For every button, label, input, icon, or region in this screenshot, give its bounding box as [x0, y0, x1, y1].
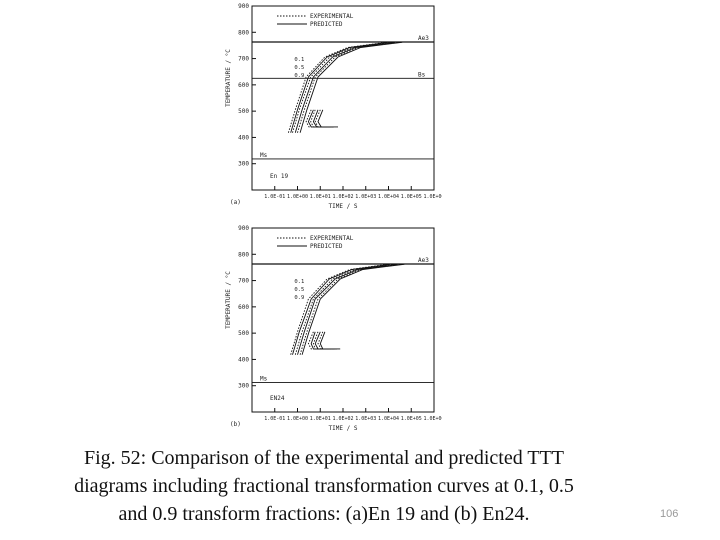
caption-line-1: Fig. 52: Comparison of the experimental … — [83, 447, 565, 469]
legend-label: EXPERIMENTAL — [310, 235, 354, 242]
ttt-curve-predicted-01 — [292, 263, 391, 355]
y-tick-label: 800 — [238, 29, 249, 36]
y-tick-label: 300 — [238, 383, 249, 390]
ttt-chart-en24: 900 800 700 600 500 400 300 1.0E-01 1.0E+00 1.0E+… — [222, 222, 445, 440]
ttt-chart-en19: 900 800 700 600 500 400 300 1.0E-01 1.0E+00 1.0E+… — [222, 0, 445, 218]
caption-line-2: diagrams including fractional transforma… — [74, 475, 574, 497]
page-number: 106 — [660, 508, 679, 520]
y-tick-label: 800 — [238, 251, 249, 258]
y-tick-label: 400 — [238, 356, 249, 363]
legend-label: PREDICTED — [310, 243, 343, 250]
y-tick-label: 500 — [238, 108, 249, 115]
fraction-label: 0.9 — [294, 295, 304, 301]
x-tick-label: 1.0E+05 — [401, 416, 422, 422]
x-tick-label: 1.0E+01 — [310, 416, 331, 422]
reference-line-label: Bs — [418, 71, 426, 78]
x-tick-label: 1.0E+02 — [332, 416, 353, 422]
y-tick-label: 900 — [238, 225, 249, 232]
y-tick-label: 900 — [238, 3, 249, 10]
bainite-curve-experimental-05 — [312, 331, 333, 350]
x-tick-label: 1.0E+05 — [401, 194, 422, 200]
y-tick-label: 500 — [238, 330, 249, 337]
ttt-curve-predicted-09 — [299, 41, 403, 133]
panel-label: (b) — [230, 421, 241, 428]
y-axis-label: TEMPERATURE / °C — [225, 49, 232, 107]
plot-frame — [251, 227, 435, 413]
bainite-curve-predicted-01 — [307, 109, 328, 128]
steel-label: En 19 — [270, 173, 288, 180]
bainite-curve-experimental-01 — [307, 331, 328, 350]
x-tick-label: 1.0E-01 — [264, 194, 285, 200]
x-tick-label: 1.0E+06 — [423, 194, 442, 200]
x-tick-label: 1.0E+03 — [355, 416, 376, 422]
bainite-curve-predicted-09 — [317, 109, 338, 128]
plot-frame — [251, 5, 435, 191]
ttt-curve-experimental-05 — [292, 41, 393, 133]
x-tick-label: 1.0E-01 — [264, 416, 285, 422]
fraction-label: 0.5 — [294, 65, 304, 71]
y-axis-label: TEMPERATURE / °C — [225, 271, 232, 329]
y-tick-label: 700 — [238, 278, 249, 285]
x-tick-label: 1.0E+02 — [332, 194, 353, 200]
x-tick-label: 1.0E+06 — [423, 416, 442, 422]
x-tick-label: 1.0E+00 — [287, 416, 308, 422]
x-tick-label: 1.0E+01 — [310, 194, 331, 200]
bainite-curve-predicted-05 — [314, 331, 336, 350]
bainite-curve-predicted-09 — [319, 331, 341, 350]
fraction-label: 0.5 — [294, 287, 304, 293]
ttt-curve-predicted-09 — [301, 263, 405, 355]
reference-line-label: Ae3 — [418, 257, 429, 264]
fraction-label: 0.1 — [294, 279, 304, 285]
reference-line-label: Ms — [260, 376, 268, 383]
bainite-curve-experimental-09 — [317, 331, 338, 350]
bainite-curve-experimental-01 — [305, 109, 325, 128]
bainite-curve-experimental-09 — [314, 109, 336, 128]
y-tick-label: 600 — [238, 304, 249, 311]
y-tick-label: 700 — [238, 56, 249, 63]
y-tick-label: 600 — [238, 82, 249, 89]
panel-label: (a) — [230, 199, 241, 206]
reference-line-label: Ae3 — [418, 35, 429, 42]
ttt-curve-experimental-09 — [297, 41, 400, 133]
ttt-curve-experimental-01 — [290, 263, 388, 355]
ttt-curve-experimental-09 — [299, 263, 402, 355]
reference-line-label: Ms — [260, 152, 268, 159]
ttt-curve-experimental-05 — [294, 263, 395, 355]
x-tick-label: 1.0E+04 — [378, 416, 399, 422]
figure-caption: Fig. 52: Comparison of the experimental … — [10, 444, 638, 528]
bainite-curve-experimental-05 — [310, 109, 330, 128]
fraction-label: 0.1 — [294, 57, 304, 63]
x-axis-label: TIME / S — [329, 425, 358, 432]
y-tick-label: 300 — [238, 161, 249, 168]
y-tick-label: 400 — [238, 134, 249, 141]
x-tick-label: 1.0E+00 — [287, 194, 308, 200]
steel-label: EN24 — [270, 395, 285, 402]
x-tick-label: 1.0E+03 — [355, 194, 376, 200]
legend-label: EXPERIMENTAL — [310, 13, 354, 20]
caption-line-3: and 0.9 transform fractions: (a)En 19 an… — [118, 503, 530, 525]
fraction-label: 0.9 — [294, 73, 304, 79]
x-axis-label: TIME / S — [329, 203, 358, 210]
legend-label: PREDICTED — [310, 21, 343, 28]
ttt-curve-predicted-05 — [294, 41, 396, 133]
x-tick-label: 1.0E+04 — [378, 194, 399, 200]
ttt-curve-experimental-01 — [287, 41, 387, 133]
